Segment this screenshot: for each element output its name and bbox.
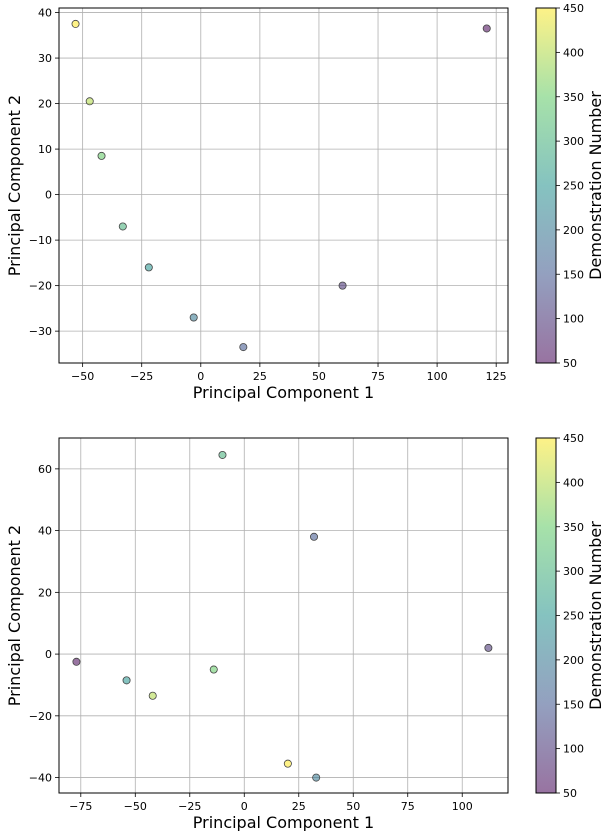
colorbar-tick-label: 450 xyxy=(563,432,584,445)
colorbar-gradient xyxy=(536,438,556,793)
y-axis-label: Principal Component 2 xyxy=(5,525,24,706)
x-tick-label: 50 xyxy=(346,800,360,813)
colorbar-label: Demonstration Number xyxy=(586,91,605,280)
colorbar-tick-label: 100 xyxy=(563,743,584,756)
y-tick-label: 60 xyxy=(38,463,52,476)
x-tick-label: 100 xyxy=(427,370,448,383)
x-tick-label: 75 xyxy=(371,370,385,383)
colorbar-tick-label: 150 xyxy=(563,698,584,711)
x-tick-label: 0 xyxy=(241,800,248,813)
scatter-point xyxy=(97,151,106,160)
scatter-point xyxy=(312,773,321,782)
colorbar-tick-label: 300 xyxy=(563,135,584,148)
scatter-point xyxy=(85,97,94,106)
colorbar-tick-label: 200 xyxy=(563,654,584,667)
x-tick-label: 0 xyxy=(197,370,204,383)
scatter-point xyxy=(72,657,81,666)
y-tick-label: −20 xyxy=(29,280,52,293)
x-tick-label: 25 xyxy=(292,800,306,813)
plot-frame xyxy=(58,437,509,794)
scatter-point xyxy=(338,281,347,290)
y-tick-label: 20 xyxy=(38,586,52,599)
colorbar-tick-label: 400 xyxy=(563,476,584,489)
y-tick-label: 0 xyxy=(45,648,52,661)
x-axis-label: Principal Component 1 xyxy=(193,813,374,831)
y-tick-label: −40 xyxy=(29,772,52,785)
x-tick-label: −50 xyxy=(124,800,147,813)
colorbar-tick-label: 250 xyxy=(563,180,584,193)
y-tick-label: 40 xyxy=(38,7,52,20)
colorbar-tick-label: 150 xyxy=(563,268,584,281)
plot-frame xyxy=(58,7,509,364)
colorbar-tick-label: 350 xyxy=(563,91,584,104)
scatter-point xyxy=(484,643,493,652)
y-tick-label: 30 xyxy=(38,52,52,65)
x-tick-label: 125 xyxy=(486,370,507,383)
scatter-point xyxy=(239,343,248,352)
colorbar: 50 100 150 200 250 300 350 400 450 Demonstration … xyxy=(535,432,605,800)
x-tick-label: −50 xyxy=(71,370,94,383)
scatter-point xyxy=(209,665,218,674)
grid xyxy=(59,8,508,363)
scatter-point xyxy=(148,691,157,700)
scatter-point xyxy=(189,313,198,322)
colorbar: 50 100 150 200 250 300 350 400 450 Demonstration … xyxy=(535,2,605,370)
scatter-point xyxy=(122,676,131,685)
y-tick-label: −20 xyxy=(29,710,52,723)
x-tick-label: 100 xyxy=(452,800,473,813)
scatter-point xyxy=(310,532,319,541)
data-points xyxy=(72,450,493,782)
grid xyxy=(59,438,508,793)
scatter-point xyxy=(218,450,227,459)
scatter-point xyxy=(118,222,127,231)
y-tick-label: −10 xyxy=(29,234,52,247)
x-tick-label: −25 xyxy=(130,370,153,383)
y-tick-label: 0 xyxy=(45,189,52,202)
colorbar-tick-label: 50 xyxy=(563,357,577,370)
colorbar-tick-label: 250 xyxy=(563,610,584,623)
colorbar-tick-label: 50 xyxy=(563,787,577,800)
colorbar-tick-label: 100 xyxy=(563,313,584,326)
colorbar-label: Demonstration Number xyxy=(586,521,605,710)
x-tick-label: −75 xyxy=(69,800,92,813)
y-tick-label: 20 xyxy=(38,98,52,111)
scatter-chart-bottom: −75 −50 −25 0 25 50 75 100 −40 −20 0 20 40 60 Principa… xyxy=(5,432,605,831)
scatter-point xyxy=(71,19,80,28)
y-tick-label: 40 xyxy=(38,525,52,538)
scatter-point xyxy=(144,263,153,272)
x-axis-label: Principal Component 1 xyxy=(193,383,374,402)
data-points xyxy=(71,19,491,352)
colorbar-tick-label: 350 xyxy=(563,521,584,534)
y-tick-label: −30 xyxy=(29,325,52,338)
colorbar-tick-label: 200 xyxy=(563,224,584,237)
colorbar-tick-label: 400 xyxy=(563,46,584,59)
colorbar-gradient xyxy=(536,8,556,363)
scatter-point xyxy=(283,759,292,768)
x-tick-label: 75 xyxy=(401,800,415,813)
x-tick-label: 25 xyxy=(253,370,267,383)
scatter-chart-top: −50 −25 0 25 50 75 100 125 −30 −20 −10 0 10 20 30 40 Pri… xyxy=(5,2,605,402)
x-tick-label: −25 xyxy=(178,800,201,813)
x-tick-label: 50 xyxy=(312,370,326,383)
colorbar-tick-label: 300 xyxy=(563,565,584,578)
y-tick-label: 10 xyxy=(38,143,52,156)
y-axis-label: Principal Component 2 xyxy=(5,95,24,276)
scatter-point xyxy=(482,24,491,33)
colorbar-tick-label: 450 xyxy=(563,2,584,15)
